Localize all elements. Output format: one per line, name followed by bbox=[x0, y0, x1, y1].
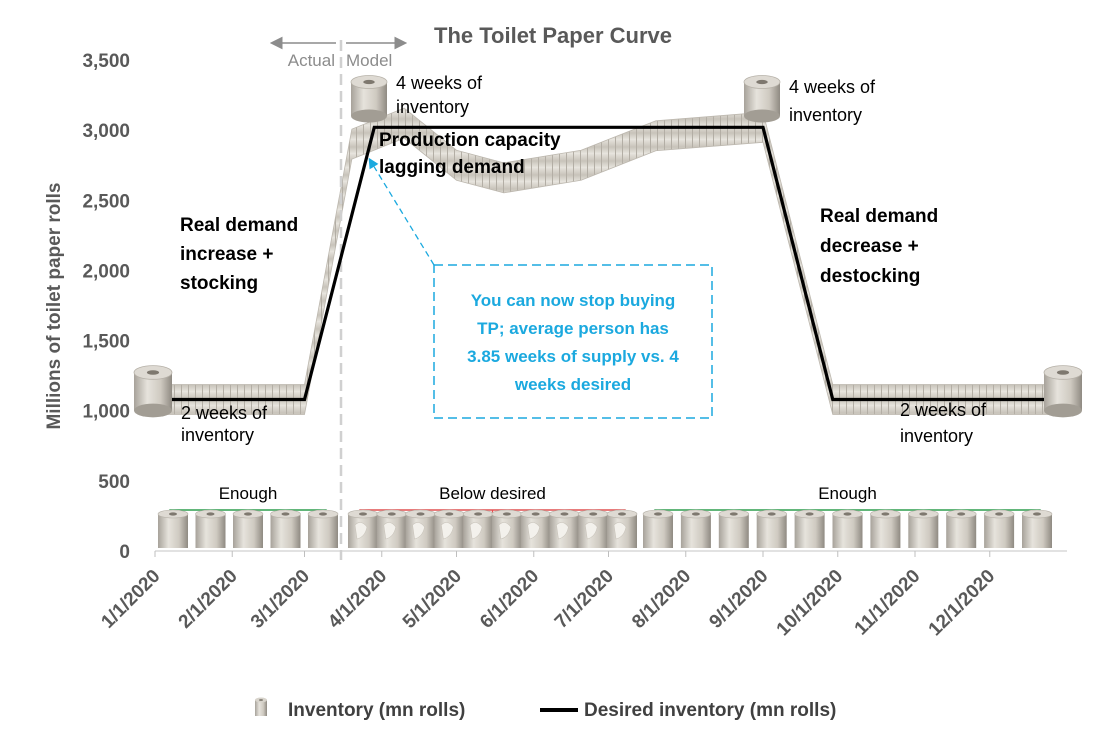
bracket-2: Below desired bbox=[347, 484, 638, 548]
full-roll bbox=[270, 509, 301, 548]
partial-roll bbox=[520, 509, 551, 548]
legend-roll-icon bbox=[255, 697, 267, 716]
callout-text: You can now stop buying TP; average perso… bbox=[467, 291, 679, 394]
y-axis-label: Millions of toilet paper rolls bbox=[44, 182, 65, 429]
desired-inventory-line bbox=[155, 125, 1065, 402]
full-roll bbox=[718, 509, 750, 548]
y-tick-label: 500 bbox=[98, 472, 130, 493]
callout-arrow bbox=[368, 157, 435, 266]
full-roll bbox=[1021, 509, 1053, 548]
full-roll bbox=[870, 509, 901, 548]
legend-inventory-label: Inventory (mn rolls) bbox=[288, 700, 465, 721]
callout-box bbox=[433, 264, 713, 419]
y-tick-label: 1,500 bbox=[82, 332, 130, 353]
demand-decrease-annotation: Real demand decrease + destocking bbox=[820, 206, 938, 287]
partial-roll bbox=[376, 509, 408, 548]
partial-roll bbox=[405, 509, 436, 548]
y-tick-label: 3,500 bbox=[82, 51, 130, 72]
x-tick-label: 4/1/2020 bbox=[324, 566, 391, 633]
full-roll bbox=[307, 509, 339, 548]
x-tick-label: 5/1/2020 bbox=[399, 566, 466, 633]
full-roll bbox=[756, 509, 788, 548]
chart-title: The Toilet Paper Curve bbox=[434, 23, 672, 48]
x-tick-label: 12/1/2020 bbox=[925, 566, 1000, 641]
y-tick-label: 1,000 bbox=[82, 402, 130, 423]
full-roll bbox=[983, 509, 1015, 548]
partial-roll bbox=[491, 509, 523, 548]
peak-left-weeks-annotation: 4 weeks of inventory bbox=[396, 73, 483, 117]
production-lag-annotation: Production capacity lagging demand bbox=[379, 130, 561, 178]
bracket-label: Below desired bbox=[439, 484, 546, 503]
x-tick-label: 3/1/2020 bbox=[247, 566, 314, 633]
roll-marker bbox=[1043, 365, 1083, 418]
x-tick-label: 7/1/2020 bbox=[551, 566, 618, 633]
bracket-label: Enough bbox=[818, 484, 877, 503]
x-tick-label: 6/1/2020 bbox=[476, 566, 543, 633]
end-weeks-annotation: 2 weeks of inventory bbox=[900, 400, 987, 446]
x-tick-label: 10/1/2020 bbox=[773, 566, 848, 641]
roll-marker bbox=[743, 75, 781, 123]
start-weeks-annotation: 2 weeks of inventory bbox=[181, 403, 268, 445]
roll-marker bbox=[350, 75, 388, 123]
bracket-1: Enough bbox=[157, 484, 339, 548]
full-roll bbox=[642, 509, 674, 548]
status-brackets: Enough Below desired Enough bbox=[157, 484, 1053, 548]
x-tick-label: 11/1/2020 bbox=[851, 566, 925, 640]
desired-inventory-line-series bbox=[155, 125, 1065, 402]
x-axis-ticks: 1/1/2020 2/1/2020 3/1/2020 4/1/2020 5/1/2020… bbox=[97, 551, 999, 640]
actual-label: Actual bbox=[288, 51, 335, 70]
full-roll bbox=[157, 509, 189, 548]
y-tick-label: 2,000 bbox=[82, 261, 130, 282]
full-roll bbox=[680, 509, 712, 548]
demand-increase-annotation: Real demand increase + stocking bbox=[180, 215, 298, 294]
bracket-label: Enough bbox=[219, 484, 278, 503]
full-roll bbox=[907, 509, 939, 548]
bracket-3: Enough bbox=[642, 484, 1053, 548]
full-roll bbox=[945, 509, 977, 548]
partial-roll bbox=[347, 509, 379, 548]
x-tick-label: 1/1/2020 bbox=[97, 566, 164, 633]
x-tick-label: 2/1/2020 bbox=[175, 566, 242, 633]
peak-right-weeks-annotation: 4 weeks of inventory bbox=[789, 77, 876, 125]
marker-rolls bbox=[133, 75, 1083, 418]
partial-roll bbox=[549, 509, 580, 548]
x-tick-label: 9/1/2020 bbox=[705, 566, 772, 633]
roll-marker bbox=[133, 365, 173, 418]
full-roll bbox=[794, 509, 825, 548]
y-tick-label: 0 bbox=[119, 542, 130, 563]
full-roll bbox=[832, 509, 863, 548]
partial-roll bbox=[434, 509, 465, 548]
legend-desired-label: Desired inventory (mn rolls) bbox=[584, 700, 836, 721]
full-roll bbox=[232, 509, 264, 548]
y-tick-label: 3,000 bbox=[82, 121, 130, 142]
partial-roll bbox=[462, 509, 494, 548]
partial-roll bbox=[577, 509, 609, 548]
model-label: Model bbox=[346, 51, 392, 70]
full-roll bbox=[195, 509, 226, 548]
y-tick-label: 2,500 bbox=[82, 191, 130, 212]
legend: Inventory (mn rolls) Desired inventory (… bbox=[255, 697, 836, 721]
partial-roll bbox=[606, 509, 638, 548]
x-tick-label: 8/1/2020 bbox=[628, 566, 695, 633]
y-axis-ticks: 0 500 1,000 1,500 2,000 2,500 3,000 3,500 bbox=[82, 51, 130, 563]
